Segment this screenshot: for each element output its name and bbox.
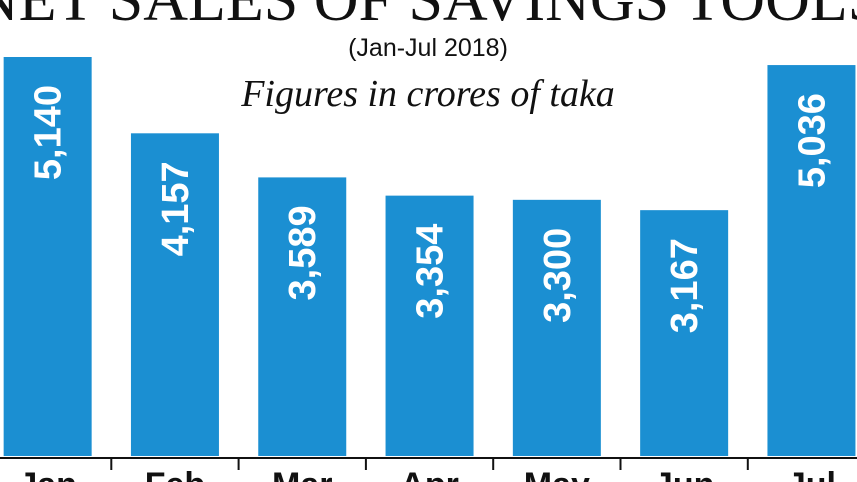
chart-note: Figures in crores of taka xyxy=(240,73,615,115)
value-label: 5,140 xyxy=(28,85,70,180)
bar xyxy=(3,57,92,456)
value-label: 4,157 xyxy=(155,161,197,256)
value-label: 3,354 xyxy=(410,224,452,319)
bar xyxy=(640,210,729,456)
x-tick-label: Mar xyxy=(272,466,332,482)
x-tick-label: Feb xyxy=(145,466,205,482)
bar xyxy=(767,65,856,456)
value-label: 3,167 xyxy=(664,238,706,333)
bar xyxy=(385,195,474,456)
x-tick-label: May xyxy=(524,466,590,482)
value-label: 5,036 xyxy=(791,93,833,188)
chart-subtitle: (Jan-Jul 2018) xyxy=(348,34,508,62)
x-tick-label: Apr xyxy=(400,466,459,482)
chart-title: NET SALES OF SAVINGS TOOLS xyxy=(0,0,857,34)
x-tick-label: Jun xyxy=(654,466,714,482)
value-label: 3,589 xyxy=(282,205,324,300)
bar xyxy=(258,177,347,457)
x-tick-label: Jan xyxy=(18,466,77,482)
x-tick-label: Jul xyxy=(787,466,836,482)
bar xyxy=(512,199,601,456)
value-label: 3,300 xyxy=(537,228,579,323)
bar xyxy=(130,133,219,456)
